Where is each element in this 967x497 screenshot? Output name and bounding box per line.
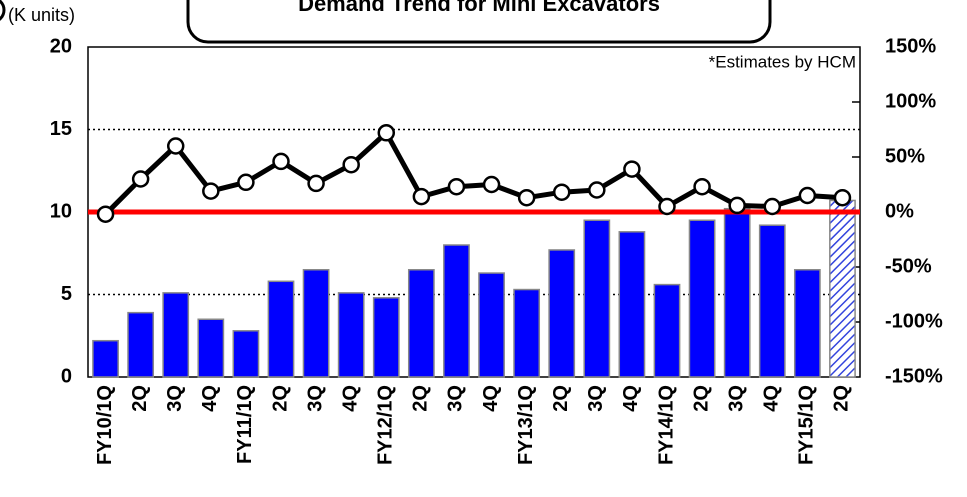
x-tick-label: 4Q [339,385,361,412]
bar [829,199,856,378]
line-marker [447,177,466,196]
x-tick-label: 2Q [269,385,291,412]
title-box [186,0,772,44]
line-marker [658,197,676,216]
x-tick-label: FY11/1Q [234,385,256,464]
line-marker [272,152,290,171]
x-tick-label: 4Q [761,385,783,412]
bar [337,292,365,378]
y-tick-label: 5 [61,283,72,305]
line-marker [237,173,255,192]
bar [688,219,716,378]
x-tick-label: FY13/1Q [515,385,537,465]
bar [162,292,190,378]
x-tick-label: 2Q [831,385,853,412]
line-marker [96,205,115,223]
annotation: *Estimates by HCM [709,52,856,71]
y2-tick-label: -50% [885,255,932,277]
bar [478,272,505,378]
bar [723,207,751,378]
line-marker [377,124,396,142]
bar [127,311,155,378]
x-tick-label: 2Q [129,385,151,412]
bar [793,269,821,378]
y-tick-label: 20 [50,35,72,57]
x-tick-label: FY12/1Q [375,385,397,465]
x-tick-label: FY15/1Q [796,385,818,465]
y2-tick-label: -100% [885,310,943,332]
bar [372,297,400,378]
bar [618,231,646,378]
bar [548,249,576,378]
x-tick-label: 2Q [550,385,572,412]
x-tick-label: FY10/1Q [94,385,116,465]
decor-circle [0,0,6,21]
y-tick-label: 15 [50,118,72,140]
line-marker [482,175,501,194]
y-axis-label: (K units) [8,5,75,25]
y2-tick-label: 100% [885,90,936,112]
bar [267,280,295,378]
x-tick-label: 4Q [480,385,502,412]
x-tick-label: 3Q [445,385,467,412]
line-marker [131,170,150,188]
x-tick-label: 2Q [690,385,712,412]
line-marker [412,187,431,206]
bar [92,339,119,378]
y-tick-label: 10 [50,200,72,222]
bar [302,269,330,378]
line-marker [588,181,606,199]
x-tick-label: 4Q [620,385,642,412]
y2-tick-label: 150% [885,35,936,57]
x-tick-label: 4Q [199,385,221,412]
x-tick-label: 3Q [725,385,747,412]
y-tick-label: 0 [61,365,72,387]
bar [583,219,611,378]
x-tick-label: 2Q [410,385,432,412]
x-tick-label: 3Q [304,385,326,412]
bar [407,269,435,378]
bar [653,283,681,378]
line-marker [693,177,711,196]
line-marker [798,186,817,205]
line-marker [763,197,782,216]
line-marker [623,160,641,178]
line-marker [202,182,220,200]
chart-title: Demand Trend for Mini Excavators [298,0,660,16]
y2-tick-label: 50% [885,145,925,167]
bar [197,318,225,378]
bar [443,244,470,378]
bar [232,330,260,378]
line-marker [833,188,852,207]
bar [513,288,541,378]
x-tick-label: FY14/1Q [655,385,677,465]
y2-tick-label: -150% [885,365,943,387]
line-marker [342,155,360,174]
line-marker [166,137,185,155]
line-marker [307,174,325,193]
line-marker [552,183,571,201]
x-tick-label: 3Q [585,385,607,412]
line-marker [728,196,746,215]
line-marker [517,188,536,207]
line [103,130,843,216]
y2-tick-label: 0% [885,200,914,222]
x-tick-label: 3Q [164,385,186,412]
bar [758,224,786,378]
